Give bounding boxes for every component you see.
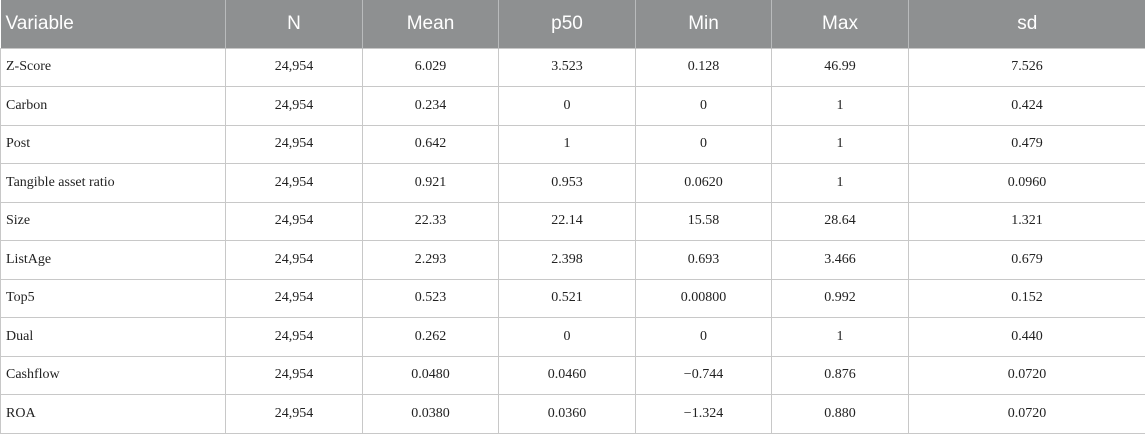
cell-min: 15.58 [635, 201, 772, 241]
cell-mean: 2.293 [362, 240, 499, 280]
cell-min: 0.128 [635, 47, 772, 87]
cell-n: 24,954 [225, 394, 363, 434]
cell-n: 24,954 [225, 317, 363, 357]
cell-mean: 6.029 [362, 47, 499, 87]
cell-mean: 22.33 [362, 201, 499, 241]
cell-variable: Z-Score [0, 47, 226, 87]
cell-n: 24,954 [225, 355, 363, 395]
header-max: Max [771, 0, 909, 48]
cell-p50: 0.0460 [498, 355, 636, 395]
table-row: ROA 24,954 0.0380 0.0360 −1.324 0.880 0.0720 [0, 394, 1145, 434]
cell-p50: 22.14 [498, 201, 636, 241]
header-n: N [225, 0, 363, 48]
table-row: Z-Score 24,954 6.029 3.523 0.128 46.99 7.526 [0, 47, 1145, 87]
cell-variable: Size [0, 201, 226, 241]
cell-p50: 0.0360 [498, 394, 636, 434]
cell-min: 0 [635, 317, 772, 357]
table-header: Variable N Mean p50 Min Max sd [0, 0, 1145, 48]
cell-mean: 0.0380 [362, 394, 499, 434]
cell-variable: Cashflow [0, 355, 226, 395]
cell-sd: 7.526 [908, 47, 1145, 87]
header-sd: sd [908, 0, 1145, 48]
header-min: Min [635, 0, 772, 48]
cell-p50: 0.953 [498, 163, 636, 203]
table-body: Z-Score 24,954 6.029 3.523 0.128 46.99 7.526 Ca… [0, 47, 1145, 434]
table-row: Post 24,954 0.642 1 0 1 0.479 [0, 124, 1145, 164]
cell-variable: Tangible asset ratio [0, 163, 226, 203]
cell-n: 24,954 [225, 163, 363, 203]
table-row: ListAge 24,954 2.293 2.398 0.693 3.466 0.679 [0, 240, 1145, 280]
cell-max: 46.99 [771, 47, 909, 87]
cell-max: 0.876 [771, 355, 909, 395]
cell-sd: 0.0720 [908, 394, 1145, 434]
cell-p50: 1 [498, 124, 636, 164]
cell-max: 1 [771, 124, 909, 164]
cell-min: −1.324 [635, 394, 772, 434]
cell-mean: 0.262 [362, 317, 499, 357]
cell-p50: 3.523 [498, 47, 636, 87]
cell-max: 0.880 [771, 394, 909, 434]
cell-variable: Carbon [0, 86, 226, 126]
header-row: Variable N Mean p50 Min Max sd [0, 0, 1145, 48]
cell-p50: 0.521 [498, 278, 636, 318]
cell-max: 0.992 [771, 278, 909, 318]
cell-sd: 0.152 [908, 278, 1145, 318]
table-row: Carbon 24,954 0.234 0 0 1 0.424 [0, 86, 1145, 126]
cell-mean: 0.0480 [362, 355, 499, 395]
header-variable: Variable [5, 12, 74, 34]
cell-mean: 0.642 [362, 124, 499, 164]
cell-max: 28.64 [771, 201, 909, 241]
cell-min: 0 [635, 124, 772, 164]
header-mean: Mean [362, 0, 499, 48]
cell-n: 24,954 [225, 86, 363, 126]
cell-min: 0.0620 [635, 163, 772, 203]
cell-n: 24,954 [225, 278, 363, 318]
header-p50: p50 [498, 0, 636, 48]
table-row: Dual 24,954 0.262 0 0 1 0.440 [0, 317, 1145, 357]
cell-variable: ListAge [0, 240, 226, 280]
cell-sd: 0.479 [908, 124, 1145, 164]
cell-sd: 0.0960 [908, 163, 1145, 203]
cell-sd: 1.321 [908, 201, 1145, 241]
cell-min: 0.693 [635, 240, 772, 280]
cell-sd: 0.424 [908, 86, 1145, 126]
cell-variable: Dual [0, 317, 226, 357]
cell-n: 24,954 [225, 124, 363, 164]
cell-variable: ROA [0, 394, 226, 434]
cell-min: 0.00800 [635, 278, 772, 318]
cell-p50: 0 [498, 317, 636, 357]
cell-n: 24,954 [225, 201, 363, 241]
cell-mean: 0.921 [362, 163, 499, 203]
cell-sd: 0.440 [908, 317, 1145, 357]
table-row: Size 24,954 22.33 22.14 15.58 28.64 1.321 [0, 201, 1145, 241]
cell-max: 3.466 [771, 240, 909, 280]
cell-mean: 0.523 [362, 278, 499, 318]
cell-p50: 0 [498, 86, 636, 126]
cell-mean: 0.234 [362, 86, 499, 126]
cell-n: 24,954 [225, 47, 363, 87]
cell-max: 1 [771, 86, 909, 126]
cell-variable: Top5 [0, 278, 226, 318]
cell-max: 1 [771, 163, 909, 203]
cell-max: 1 [771, 317, 909, 357]
cell-min: 0 [635, 86, 772, 126]
cell-sd: 0.679 [908, 240, 1145, 280]
table-row: Tangible asset ratio 24,954 0.921 0.953 0.06… [0, 163, 1145, 203]
cell-min: −0.744 [635, 355, 772, 395]
cell-variable: Post [0, 124, 226, 164]
cell-sd: 0.0720 [908, 355, 1145, 395]
table-row: Cashflow 24,954 0.0480 0.0460 −0.744 0.876 0.0… [0, 355, 1145, 395]
cell-n: 24,954 [225, 240, 363, 280]
cell-p50: 2.398 [498, 240, 636, 280]
table-row: Top5 24,954 0.523 0.521 0.00800 0.992 0.152 [0, 278, 1145, 318]
